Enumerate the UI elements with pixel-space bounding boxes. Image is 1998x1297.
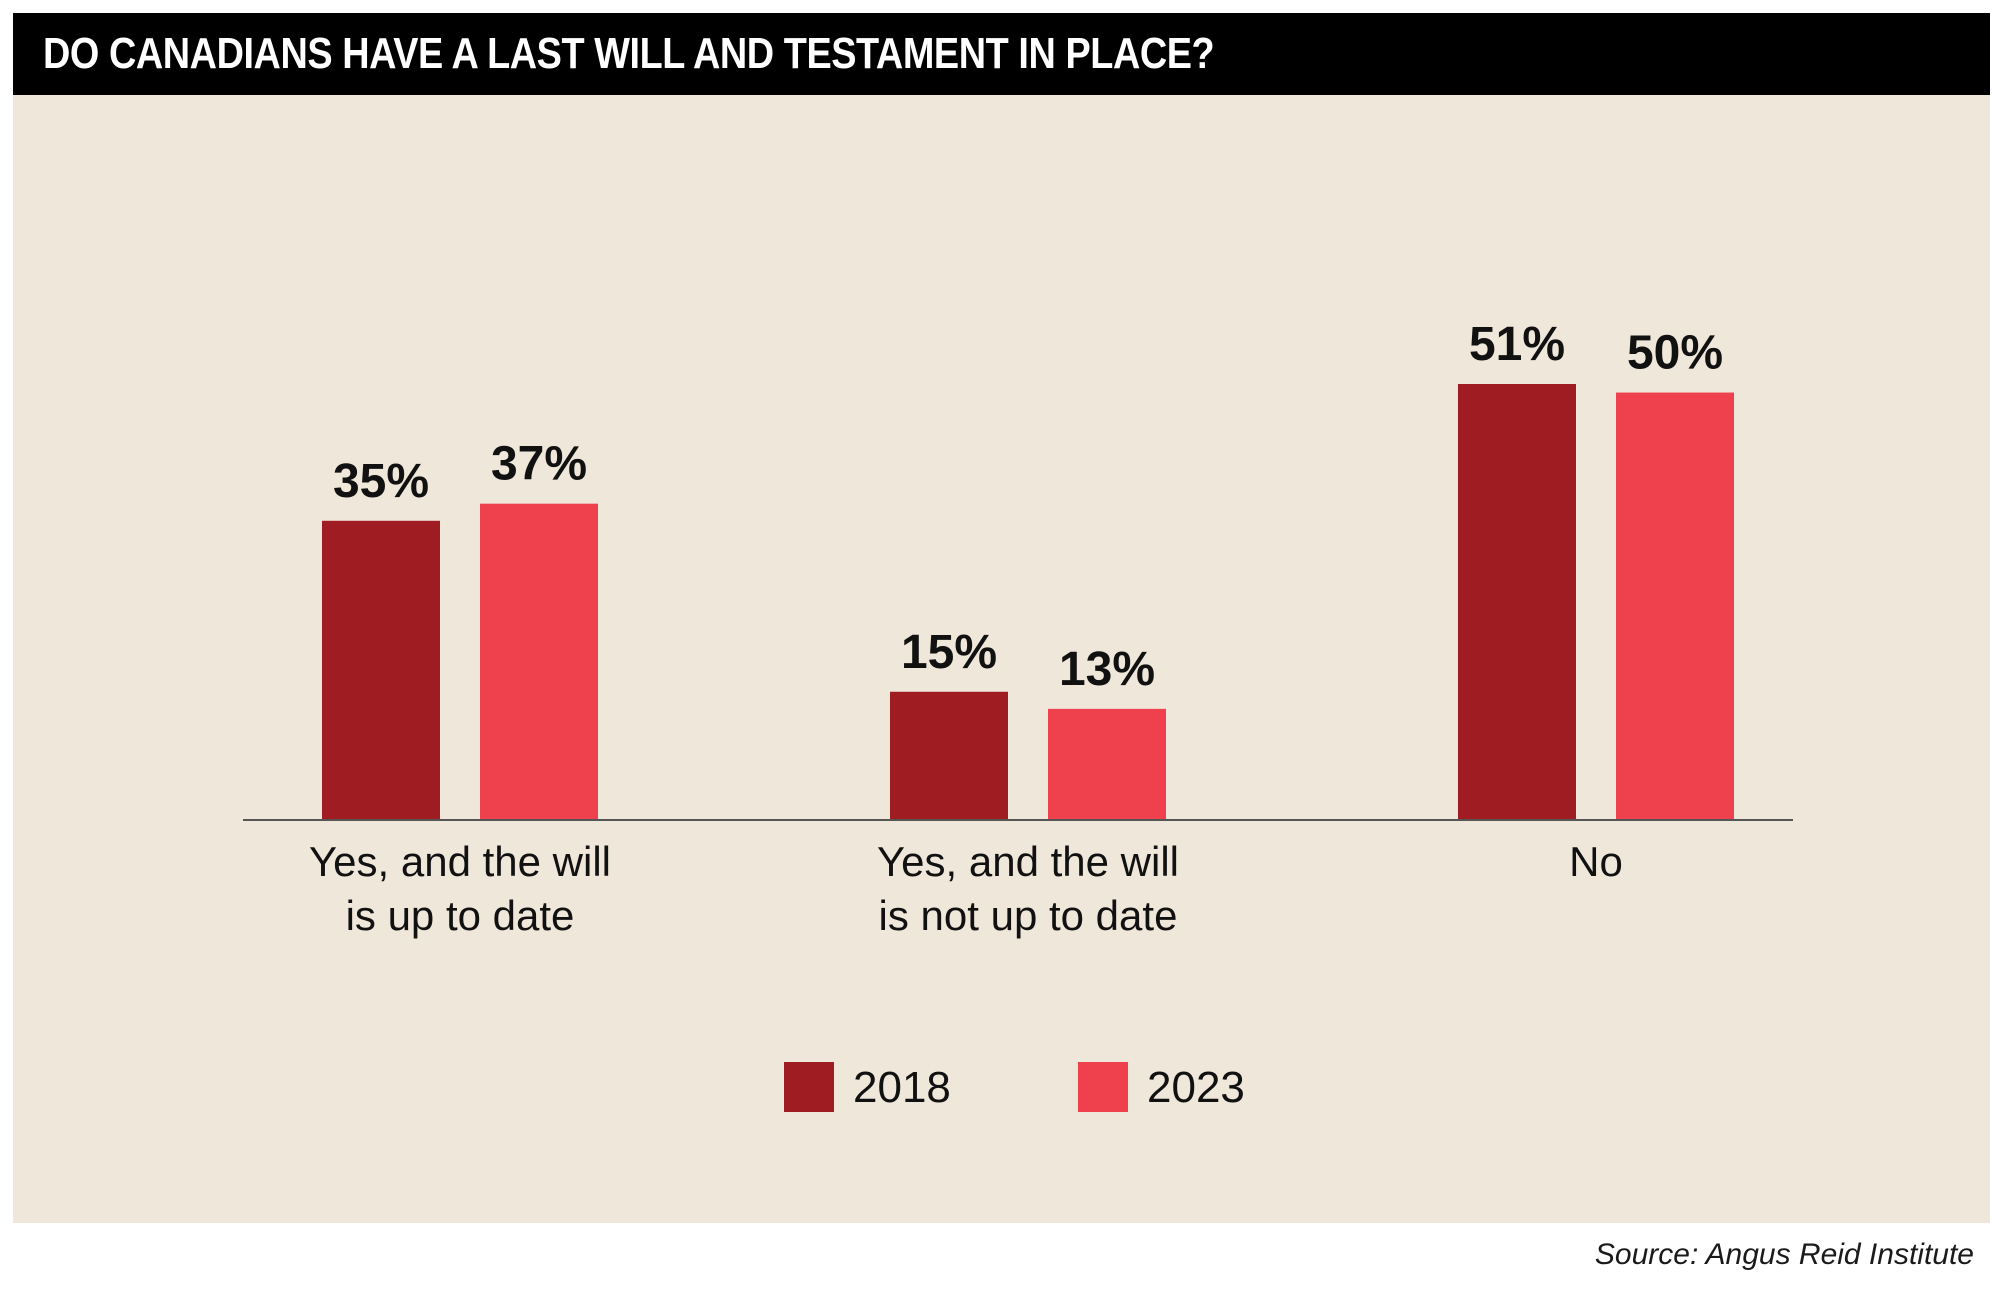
chart-title: DO CANADIANS HAVE A LAST WILL AND TESTAM… (43, 29, 1215, 78)
legend-label-2023: 2023 (1147, 1063, 1245, 1112)
legend-swatch-2023 (1078, 1062, 1128, 1112)
category-label-2-line-2: is not up to date (879, 892, 1178, 939)
source-note: Source: Angus Reid Institute (1594, 1238, 1974, 1271)
data-label-2023-3: 50% (1627, 327, 1723, 380)
bar-2018-2 (890, 691, 1008, 820)
data-label-2018-2: 15% (901, 626, 997, 679)
bar-2023-2 (1048, 708, 1166, 820)
legend-label-2018: 2018 (853, 1063, 951, 1112)
data-label-2023-2: 13% (1059, 643, 1155, 696)
bar-2023-1 (480, 503, 598, 820)
bar-chart: 35% 15% 51% 37% 13% 50% Yes, and the will is up… (13, 95, 1990, 1223)
bar-2023-3 (1616, 392, 1734, 820)
title-bar: DO CANADIANS HAVE A LAST WILL AND TESTAM… (13, 13, 1990, 95)
bar-2018-3 (1458, 384, 1576, 820)
data-label-2018-1: 35% (333, 455, 429, 508)
data-label-2018-3: 51% (1469, 318, 1565, 371)
category-label-3-line-1: No (1569, 838, 1623, 885)
chart-panel: 35% 15% 51% 37% 13% 50% Yes, and the will is up… (13, 95, 1990, 1223)
bar-2018-1 (322, 520, 440, 820)
category-label-1-line-1: Yes, and the will (309, 838, 611, 885)
category-label-2-line-1: Yes, and the will (877, 838, 1179, 885)
category-label-1-line-2: is up to date (346, 892, 575, 939)
data-label-2023-1: 37% (491, 438, 587, 491)
legend-swatch-2018 (784, 1062, 834, 1112)
